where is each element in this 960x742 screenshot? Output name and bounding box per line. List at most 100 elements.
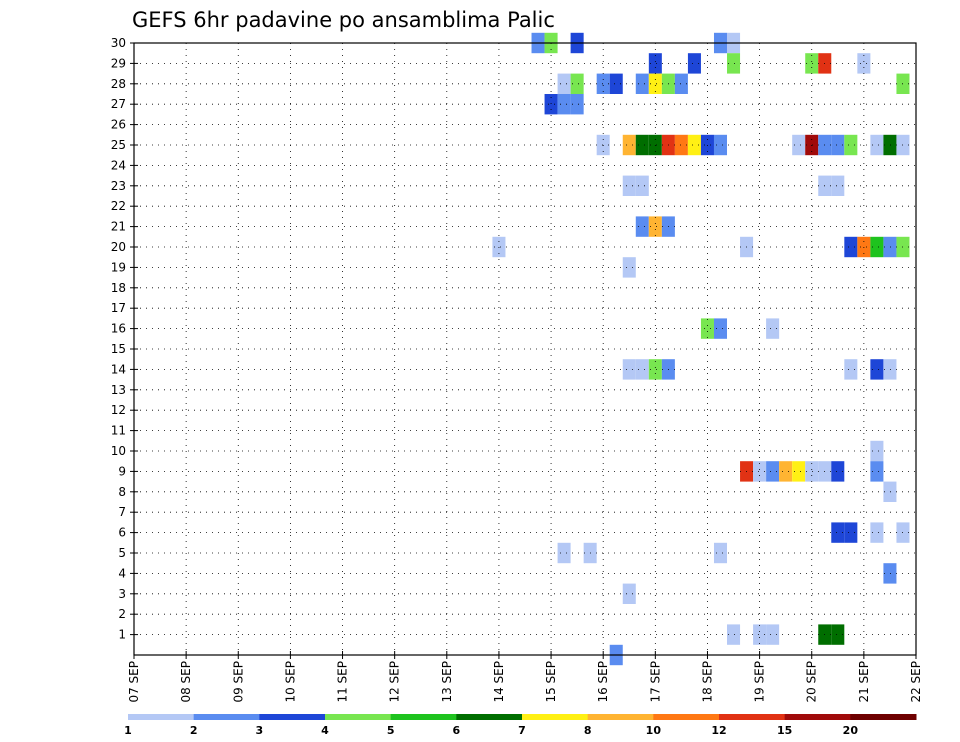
precip-cell [622,257,636,278]
y-tick-label: 26 [111,118,126,132]
x-tick-label: 19 SEP [753,661,767,703]
precip-cell [870,461,884,482]
x-tick-label: 11 SEP [336,661,350,703]
precip-cell [609,73,623,94]
x-tick-label: 17 SEP [648,661,662,703]
precip-cell [805,461,819,482]
y-tick-label: 17 [111,301,126,315]
precip-cell [844,359,858,380]
precip-cell [870,440,884,462]
precip-cell [544,94,558,115]
precip-cell [883,236,897,258]
legend-swatch [587,714,654,720]
precip-cell [831,134,845,156]
x-tick-label: 20 SEP [805,661,819,703]
precip-cell [831,624,845,645]
precip-cell [870,236,884,258]
y-tick-label: 16 [111,322,126,336]
gridlines [134,43,916,655]
precip-cell [857,53,871,74]
y-tick-label: 21 [111,220,126,234]
x-tick-label: 10 SEP [283,661,297,703]
precip-cell [831,461,845,482]
precip-cell [753,461,767,482]
precip-cell [570,94,584,115]
legend: 1 2 3 4 5 6 7 8 10 12 15 20 [124,714,917,737]
legend-swatch [128,714,195,720]
legend-swatch [784,714,851,720]
y-tick-label: 4 [118,566,126,580]
precip-cell [870,134,884,156]
y-tick-label: 7 [118,505,126,519]
precip-cell [596,73,610,94]
legend-swatch [522,714,589,720]
precip-cell [635,134,649,156]
y-tick-label: 2 [118,607,126,621]
precip-cell [648,359,662,380]
precip-cell [622,359,636,380]
precip-cell [766,461,780,482]
y-tick-label: 8 [118,485,126,499]
y-tick-label: 9 [118,464,126,478]
y-tick-label: 27 [111,97,126,111]
x-axis: 07 SEP 08 SEP 09 SEP 10 SEP 11 SEP 12 SEP 13 S… [127,651,923,703]
precip-cell [635,73,649,94]
y-tick-label: 24 [111,158,126,172]
x-tick-label: 22 SEP [909,661,923,703]
precip-cell [831,522,845,543]
y-tick-label: 3 [118,587,126,601]
legend-label: 8 [584,724,592,737]
y-tick-label: 30 [111,36,126,50]
y-tick-label: 25 [111,138,126,152]
legend-label: 12 [711,724,726,737]
precip-cell [713,134,728,156]
precip-cell [766,624,780,645]
legend-swatch [390,714,457,720]
x-tick-label: 12 SEP [388,661,402,703]
y-tick-label: 6 [118,526,126,540]
x-tick-label: 13 SEP [440,661,454,703]
y-tick-label: 22 [111,199,126,213]
y-tick-label: 29 [111,56,126,70]
legend-swatch [259,714,326,720]
precip-cell [883,134,897,156]
precip-cell [635,216,649,237]
precip-cell [648,216,662,237]
precip-cell [635,175,649,196]
precip-cell [622,134,636,156]
precip-cell [622,175,636,196]
precip-cell [557,73,571,94]
precip-cell [570,73,584,94]
legend-swatch [719,714,786,720]
legend-swatch [456,714,523,720]
y-tick-label: 1 [118,628,126,642]
legend-label: 2 [190,724,198,737]
precip-cell [844,134,858,156]
precip-cell [870,522,884,543]
precip-cell [870,359,884,380]
precipitation-cells [492,32,910,666]
y-tick-label: 28 [111,77,126,91]
y-tick-label: 12 [111,403,126,417]
legend-label: 15 [777,724,792,737]
precip-cell [727,624,741,645]
legend-label: 20 [843,724,859,737]
precip-cell [883,563,897,584]
y-tick-label: 5 [118,546,126,560]
legend-label: 7 [518,724,526,737]
precip-cell [557,94,571,115]
precip-cell [883,359,897,380]
y-tick-label: 20 [111,240,126,254]
precip-cell [844,522,858,543]
y-tick-label: 14 [111,362,126,376]
x-tick-label: 21 SEP [857,661,871,703]
y-tick-label: 13 [111,383,126,397]
legend-label: 1 [124,724,132,737]
precip-cell [674,134,688,156]
precip-cell [687,53,701,74]
x-tick-label: 08 SEP [179,661,193,703]
x-tick-label: 16 SEP [596,661,610,703]
y-tick-label: 15 [111,342,126,356]
legend-swatch [653,714,720,720]
